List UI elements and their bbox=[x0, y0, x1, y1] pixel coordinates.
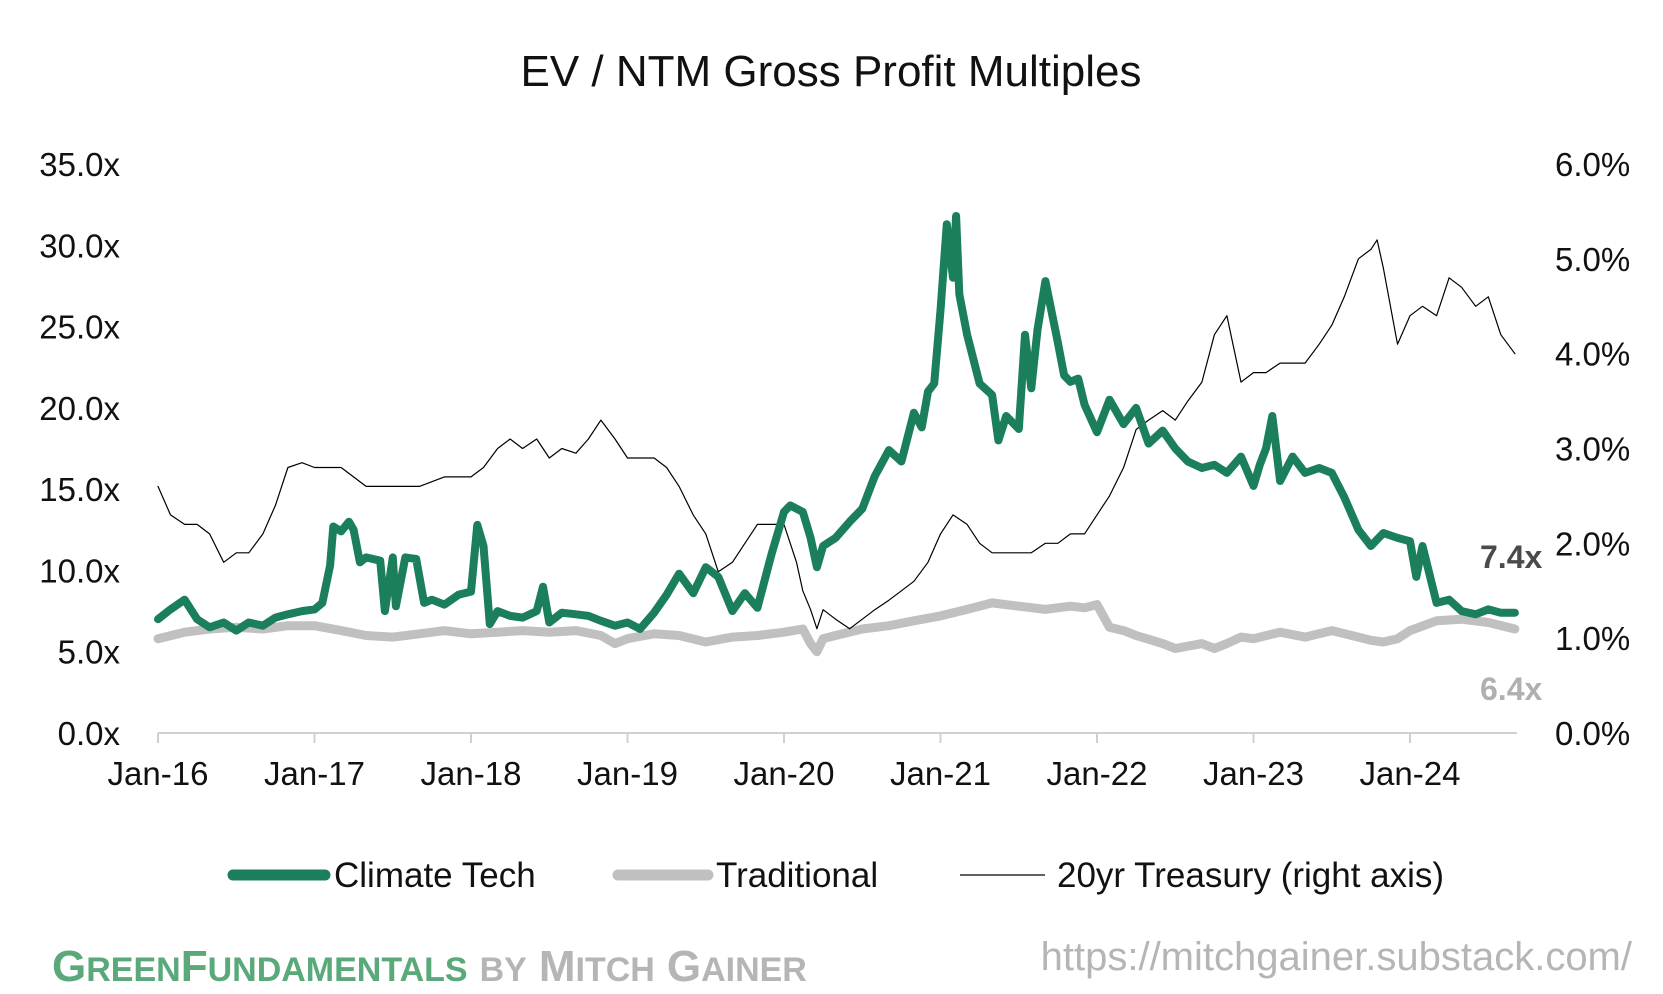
brand-letter: M bbox=[539, 942, 576, 991]
series-lines bbox=[153, 212, 1520, 657]
legend-label-climate-tech: Climate Tech bbox=[334, 856, 536, 895]
left-axis: 0.0x 5.0x 10.0x 15.0x 20.0x 25.0x 30.0x 35.0x bbox=[39, 146, 120, 752]
x-tick-label: Jan-21 bbox=[890, 755, 991, 792]
right-tick-label: 2.0% bbox=[1555, 525, 1630, 562]
series-treasury bbox=[157, 239, 1516, 630]
brand-letters: ITCH bbox=[576, 951, 655, 989]
end-labels: 7.4x 6.4x bbox=[1480, 539, 1542, 707]
x-tick-label: Jan-23 bbox=[1203, 755, 1304, 792]
x-axis: Jan-16 Jan-17 Jan-18 Jan-19 Jan-20 Jan-21 Jan-… bbox=[108, 733, 1461, 792]
end-label-traditional: 6.4x bbox=[1480, 671, 1542, 707]
brand-letter: G bbox=[52, 942, 86, 991]
series-traditional bbox=[153, 598, 1520, 657]
left-tick-label: 35.0x bbox=[39, 146, 120, 183]
brand-letters: UNDAMENTALS bbox=[208, 951, 468, 989]
left-tick-label: 20.0x bbox=[39, 390, 120, 427]
x-tick-label: Jan-22 bbox=[1047, 755, 1148, 792]
legend-label-treasury: 20yr Treasury (right axis) bbox=[1057, 856, 1444, 895]
source-url: https://mitchgainer.substack.com/ bbox=[1041, 935, 1633, 979]
end-label-climate-tech: 7.4x bbox=[1480, 539, 1542, 575]
brand-letter: G bbox=[667, 942, 701, 991]
right-tick-label: 6.0% bbox=[1555, 146, 1630, 183]
left-tick-label: 30.0x bbox=[39, 227, 120, 264]
series-climate-tech bbox=[154, 212, 1519, 635]
brand-name: GREENFUNDAMENTALS BY MITCH GAINER bbox=[52, 942, 807, 991]
brand-footer: GREENFUNDAMENTALS BY MITCH GAINER https://m… bbox=[52, 935, 1633, 991]
brand-letters: REEN bbox=[86, 951, 180, 989]
left-tick-label: 0.0x bbox=[58, 715, 121, 752]
right-axis: 0.0% 1.0% 2.0% 3.0% 4.0% 5.0% 6.0% bbox=[1555, 146, 1630, 752]
x-tick-label: Jan-17 bbox=[264, 755, 365, 792]
x-tick-label: Jan-20 bbox=[734, 755, 835, 792]
left-tick-label: 10.0x bbox=[39, 552, 120, 589]
left-tick-label: 15.0x bbox=[39, 471, 120, 508]
x-tick-label: Jan-18 bbox=[421, 755, 522, 792]
x-tick-label: Jan-19 bbox=[577, 755, 678, 792]
chart-title: EV / NTM Gross Profit Multiples bbox=[520, 47, 1141, 96]
right-tick-label: 3.0% bbox=[1555, 431, 1630, 468]
left-tick-label: 5.0x bbox=[58, 634, 121, 671]
right-tick-label: 1.0% bbox=[1555, 620, 1630, 657]
x-tick-label: Jan-24 bbox=[1360, 755, 1461, 792]
legend: Climate Tech Traditional 20yr Treasury (… bbox=[227, 856, 1444, 895]
legend-label-traditional: Traditional bbox=[716, 856, 878, 895]
brand-letters: AINER bbox=[701, 951, 807, 989]
left-tick-label: 25.0x bbox=[39, 309, 120, 346]
right-tick-label: 4.0% bbox=[1555, 336, 1630, 373]
brand-letter: F bbox=[181, 942, 208, 991]
x-tick-label: Jan-16 bbox=[108, 755, 209, 792]
brand-by: BY bbox=[480, 951, 528, 989]
right-tick-label: 0.0% bbox=[1555, 715, 1630, 752]
right-tick-label: 5.0% bbox=[1555, 241, 1630, 278]
